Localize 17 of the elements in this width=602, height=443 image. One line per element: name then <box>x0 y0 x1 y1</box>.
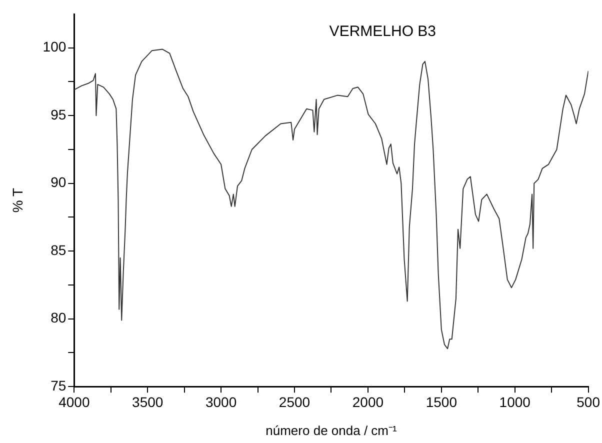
x-tick-label: 4000 <box>58 394 90 410</box>
y-tick-label: 85 <box>50 242 66 258</box>
x-tick-label: 2000 <box>352 394 384 410</box>
x-tick-label: 3000 <box>205 394 237 410</box>
y-tick-label: 80 <box>50 310 66 326</box>
x-tick-label: 2500 <box>278 394 310 410</box>
x-tick-label: 3500 <box>132 394 164 410</box>
y-axis-title: % T <box>9 188 26 213</box>
x-tick-label: 1000 <box>499 394 531 410</box>
x-tick-label: 1500 <box>426 394 458 410</box>
x-tick-label: 500 <box>576 394 600 410</box>
y-tick-label: 100 <box>42 38 66 55</box>
x-axis-title: número de onda / cm⁻¹ <box>266 422 398 438</box>
y-tick-label: 90 <box>50 174 66 190</box>
y-tick-label: 95 <box>50 106 66 122</box>
y-tick-label: 75 <box>50 377 66 394</box>
text: VERMELHO B3 <box>329 23 436 40</box>
